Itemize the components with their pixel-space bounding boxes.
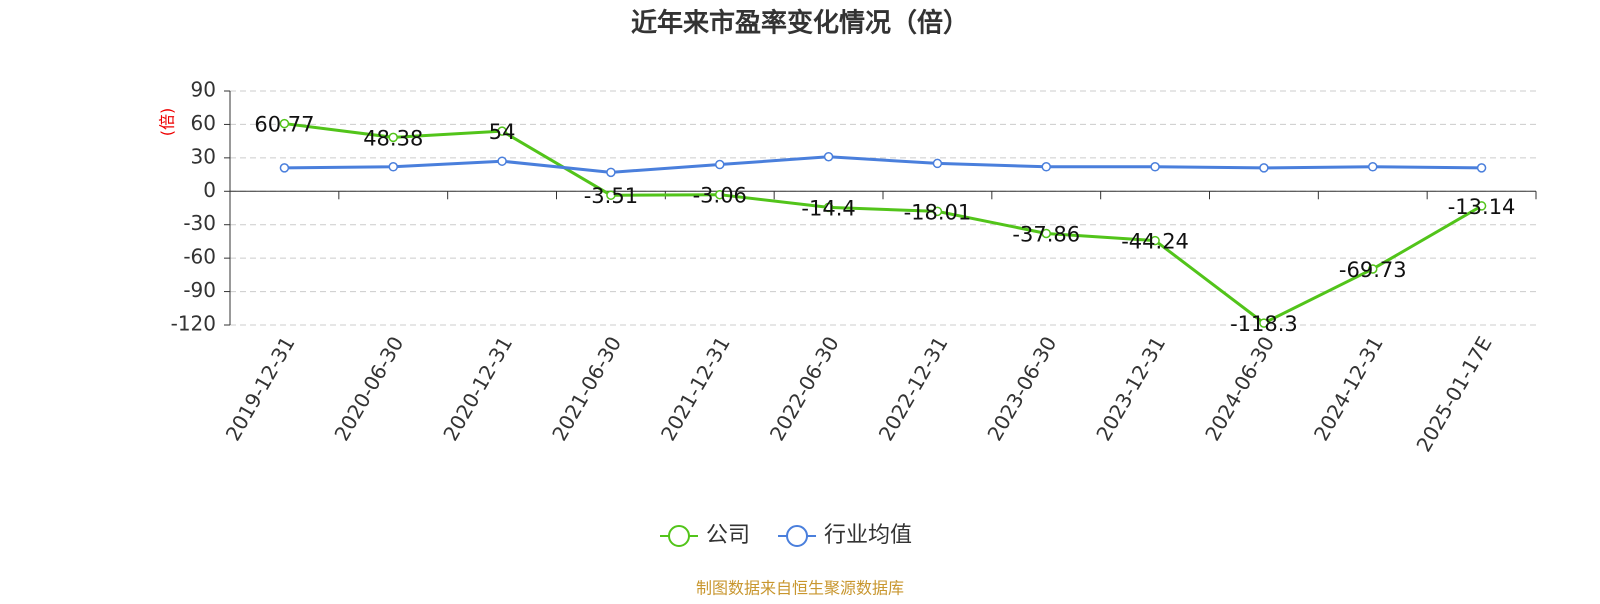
data-point (1259, 318, 1269, 328)
legend-label: 行业均值 (824, 523, 912, 548)
data-point (1476, 201, 1487, 211)
legend-item: 公司 (660, 523, 750, 548)
data-label: 48.38 (363, 126, 423, 150)
x-tick-label: 2022-12-31 (874, 332, 953, 445)
data-label: -37.86 (1012, 222, 1080, 246)
data-point (1476, 163, 1487, 173)
data-label: -13.14 (1448, 195, 1516, 219)
data-label: -18.01 (904, 200, 972, 224)
x-tick-label: 2022-06-30 (765, 332, 844, 445)
data-label: -3.51 (584, 184, 638, 208)
data-point (388, 132, 398, 143)
chart-title: 近年来市盈率变化情况（倍） (631, 8, 969, 39)
data-point (932, 158, 943, 169)
x-tick-label: 2020-12-31 (438, 332, 517, 445)
x-tick-label: 2025-01-17E (1411, 332, 1496, 456)
x-tick-label: 2024-12-31 (1309, 332, 1388, 445)
data-point (1041, 162, 1051, 172)
data-point (279, 118, 290, 129)
x-tick-label: 2021-12-31 (656, 332, 735, 445)
data-label: -118.3 (1230, 312, 1298, 336)
x-tick-label: 2019-12-31 (221, 332, 300, 445)
data-point (497, 126, 507, 136)
data-point (823, 202, 834, 213)
data-point (715, 189, 725, 200)
data-point (497, 156, 507, 166)
x-tick-label: 2021-06-30 (547, 332, 626, 445)
data-label: -3.06 (693, 184, 747, 208)
y-tick-label: -120 (171, 312, 216, 336)
data-point (1368, 264, 1378, 274)
data-point (606, 167, 616, 178)
legend-label: 公司 (706, 523, 750, 548)
y-tick-label: 60 (191, 111, 216, 135)
data-point (1150, 162, 1160, 172)
x-tick-label: 2023-12-31 (1091, 332, 1170, 445)
y-tick-label: 90 (191, 78, 216, 102)
y-tick-label: -60 (183, 245, 216, 269)
data-point (932, 206, 943, 217)
y-tick-label: -90 (183, 278, 216, 302)
data-point (1259, 163, 1269, 173)
data-point (823, 151, 834, 162)
data-point (1368, 162, 1378, 172)
legend-marker (668, 525, 690, 547)
source-note: 制图数据来自恒生聚源数据库 (696, 579, 904, 598)
data-point (279, 163, 290, 173)
legend-item: 行业均值 (778, 523, 912, 548)
data-label: 54 (489, 120, 516, 144)
x-tick-label: 2023-06-30 (982, 332, 1061, 445)
x-tick-label: 2024-06-30 (1200, 332, 1279, 445)
data-label: 60.77 (254, 113, 314, 137)
y-axis-label: (倍) (158, 108, 177, 137)
data-label: -44.24 (1121, 230, 1189, 254)
data-point (715, 159, 725, 170)
y-tick-label: 0 (203, 178, 216, 202)
data-point (1041, 228, 1051, 239)
data-label: -14.4 (801, 196, 855, 220)
series-line (284, 122, 1483, 325)
series-line (284, 155, 1482, 174)
y-tick-label: -30 (183, 211, 216, 235)
data-label: -69.73 (1339, 258, 1407, 282)
data-point (606, 190, 616, 200)
x-tick-label: 2020-06-30 (329, 332, 408, 445)
data-point (1150, 235, 1160, 246)
legend-marker (786, 525, 809, 547)
data-point (388, 162, 398, 172)
y-tick-label: 30 (191, 144, 216, 168)
